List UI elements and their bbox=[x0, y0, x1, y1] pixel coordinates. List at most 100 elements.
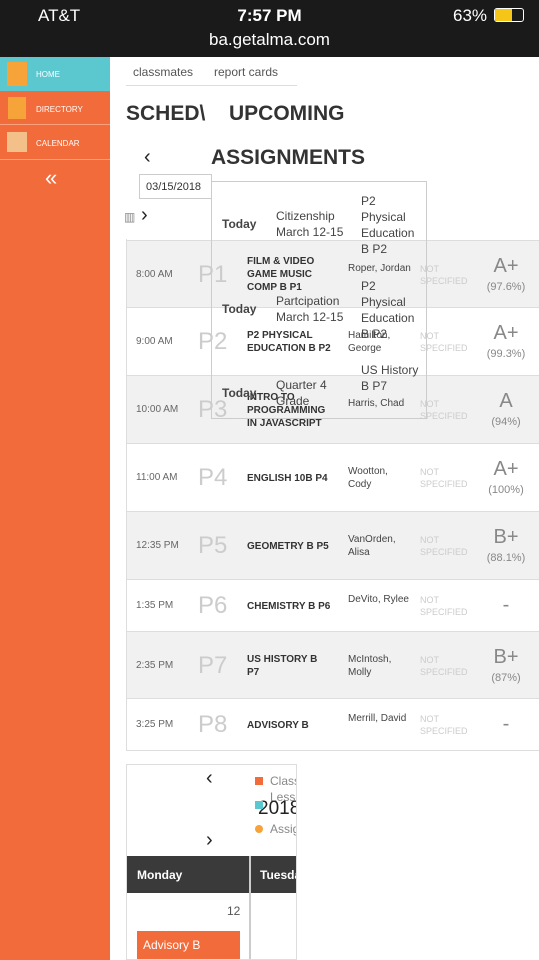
event-label: Advisory B bbox=[143, 938, 201, 952]
legend-swatch bbox=[255, 825, 263, 833]
nav-label: HOME bbox=[36, 70, 60, 79]
nav-calendar[interactable]: CALENDAR bbox=[0, 125, 110, 160]
schedule-title: SCHED\ bbox=[126, 102, 206, 125]
course: FILM & VIDEO GAME MUSIC COMP B P1 bbox=[247, 256, 315, 293]
schedule-row: 11:00 AM P4 ENGLISH 10B P4 Wootton, Cody NOT… bbox=[126, 443, 539, 511]
border bbox=[126, 239, 127, 751]
course: INTRO TO PROGRAMMING IN JAVASCRIPT bbox=[247, 391, 326, 429]
time: 3:25 PM bbox=[136, 719, 174, 730]
schedule-row: 8:00 AM P1 FILM & VIDEO GAME MUSIC COMP B … bbox=[126, 240, 539, 307]
percent: (87%) bbox=[491, 671, 521, 684]
calendar-header bbox=[127, 856, 296, 893]
course: CHEMISTRY B P6 bbox=[247, 600, 331, 612]
schedule-row: 10:00 AM P3 INTRO TO PROGRAMMING IN JAVASC… bbox=[126, 375, 539, 443]
period: P1 bbox=[198, 260, 228, 288]
course: ADVISORY B bbox=[247, 719, 309, 731]
border bbox=[126, 750, 539, 751]
schedule-row: 2:35 PM P7 US HISTORY B P7 McIntosh, Molly N… bbox=[126, 631, 539, 698]
legend-label: Assig bbox=[270, 822, 297, 836]
divider bbox=[249, 856, 251, 959]
course: US HISTORY B P7 bbox=[247, 653, 318, 678]
teacher: DeVito, Rylee bbox=[348, 594, 409, 605]
teacher: Hamilton, George bbox=[348, 330, 391, 354]
grade: B+ bbox=[493, 526, 519, 548]
course: GEOMETRY B P5 bbox=[247, 540, 329, 552]
tab[interactable]: classmates bbox=[133, 65, 194, 79]
room: NOT SPECIFIED bbox=[420, 654, 468, 677]
room: NOT SPECIFIED bbox=[420, 535, 468, 557]
assignment-course: US History B P7 bbox=[361, 363, 419, 393]
room: NOT SPECIFIED bbox=[420, 331, 468, 353]
event[interactable]: Advisory B bbox=[137, 931, 240, 959]
url[interactable]: ba.getalma.com bbox=[209, 30, 330, 49]
schedule-row: 12:35 PM P5 GEOMETRY B P5 VanOrden, Alisa NO… bbox=[126, 511, 539, 579]
assignment-course: P2 Physical Education B P2 bbox=[361, 194, 415, 256]
upcoming-title: ASSIGNMENTS bbox=[211, 146, 366, 169]
battery-icon bbox=[494, 8, 524, 22]
assignment-course: P2 Physical Education B P2 bbox=[361, 279, 415, 341]
percent: (99.3%) bbox=[486, 348, 526, 360]
schedule-row: 1:35 PM P6 CHEMISTRY B P6 DeVito, Rylee NOT … bbox=[126, 579, 539, 631]
time: 11:00 AM bbox=[136, 472, 178, 483]
time: 2:35 PM bbox=[136, 659, 174, 671]
time: 10:00 AM bbox=[136, 404, 179, 415]
collapse[interactable]: « bbox=[45, 165, 58, 190]
percent: (88.1%) bbox=[486, 552, 526, 564]
percent: (100%) bbox=[488, 484, 524, 496]
period: P2 bbox=[198, 328, 228, 355]
period: P8 bbox=[198, 711, 228, 738]
tab[interactable]: report cards bbox=[214, 65, 279, 79]
assignment-title: Partcipation March 12-15 bbox=[276, 294, 344, 324]
grade: A+ bbox=[493, 254, 519, 277]
room: NOT SPECIFIED bbox=[420, 595, 468, 617]
next[interactable]: › bbox=[141, 204, 148, 226]
teacher: Merrill, David bbox=[348, 713, 407, 724]
teacher: Harris, Chad bbox=[348, 398, 405, 409]
date-input[interactable]: 03/15/2018 bbox=[139, 174, 212, 199]
percent: (97.6%) bbox=[486, 280, 526, 293]
next[interactable]: › bbox=[206, 829, 213, 851]
assignment-title: Citizenship March 12-15 bbox=[276, 209, 344, 239]
assignment-title: Quarter 4 Grade bbox=[276, 378, 327, 408]
room: NOT SPECIFIED bbox=[420, 714, 468, 736]
time: 1:35 PM bbox=[136, 600, 174, 611]
period: P7 bbox=[198, 651, 228, 679]
room: NOT SPECIFIED bbox=[420, 467, 468, 489]
time: 12:35 PM bbox=[136, 540, 179, 551]
status-bar: AT&T 7:57 PM 63% ba.getalma.com bbox=[0, 0, 539, 57]
icon: ▥ bbox=[124, 210, 136, 224]
date: 03/15/2018 bbox=[146, 181, 202, 193]
tabs: classmates report cards bbox=[126, 58, 297, 86]
battery: 63% bbox=[453, 6, 488, 25]
legend-label: Lesso bbox=[270, 790, 296, 804]
year: 2018 bbox=[258, 798, 297, 819]
course: P2 PHYSICAL EDUCATION B P2 bbox=[247, 330, 331, 354]
prev[interactable]: ‹ bbox=[206, 767, 213, 789]
upcoming-title: UPCOMING bbox=[229, 102, 345, 125]
calendar: ‹ › 2018 Class Lesso Assig Monday Tuesda… bbox=[126, 764, 297, 960]
date: 12 bbox=[227, 904, 241, 918]
course: ENGLISH 10B P4 bbox=[247, 472, 328, 484]
prev[interactable]: ‹ bbox=[144, 146, 151, 168]
assignment-day: Today bbox=[222, 302, 257, 316]
grade: A bbox=[499, 390, 513, 412]
grade: - bbox=[502, 713, 510, 735]
nav-directory[interactable]: DIRECTORY bbox=[0, 91, 110, 125]
upcoming-panel bbox=[211, 181, 427, 419]
teacher: McIntosh, Molly bbox=[348, 653, 392, 678]
legend-label: Class bbox=[270, 774, 296, 788]
period: P6 bbox=[198, 592, 228, 619]
grade: A+ bbox=[493, 322, 519, 344]
icon bbox=[7, 62, 27, 86]
percent: (94%) bbox=[491, 416, 521, 428]
icon bbox=[8, 97, 26, 119]
period: P5 bbox=[198, 532, 228, 559]
nav-label: CALENDAR bbox=[36, 139, 80, 148]
day: Monday bbox=[137, 868, 183, 882]
room: NOT SPECIFIED bbox=[420, 263, 468, 286]
time: 7:57 PM bbox=[237, 6, 302, 25]
assignment-day: Today bbox=[222, 386, 257, 400]
schedule-row: 9:00 AM P2 P2 PHYSICAL EDUCATION B P2 Hamil… bbox=[126, 307, 539, 375]
legend-swatch bbox=[255, 777, 263, 785]
